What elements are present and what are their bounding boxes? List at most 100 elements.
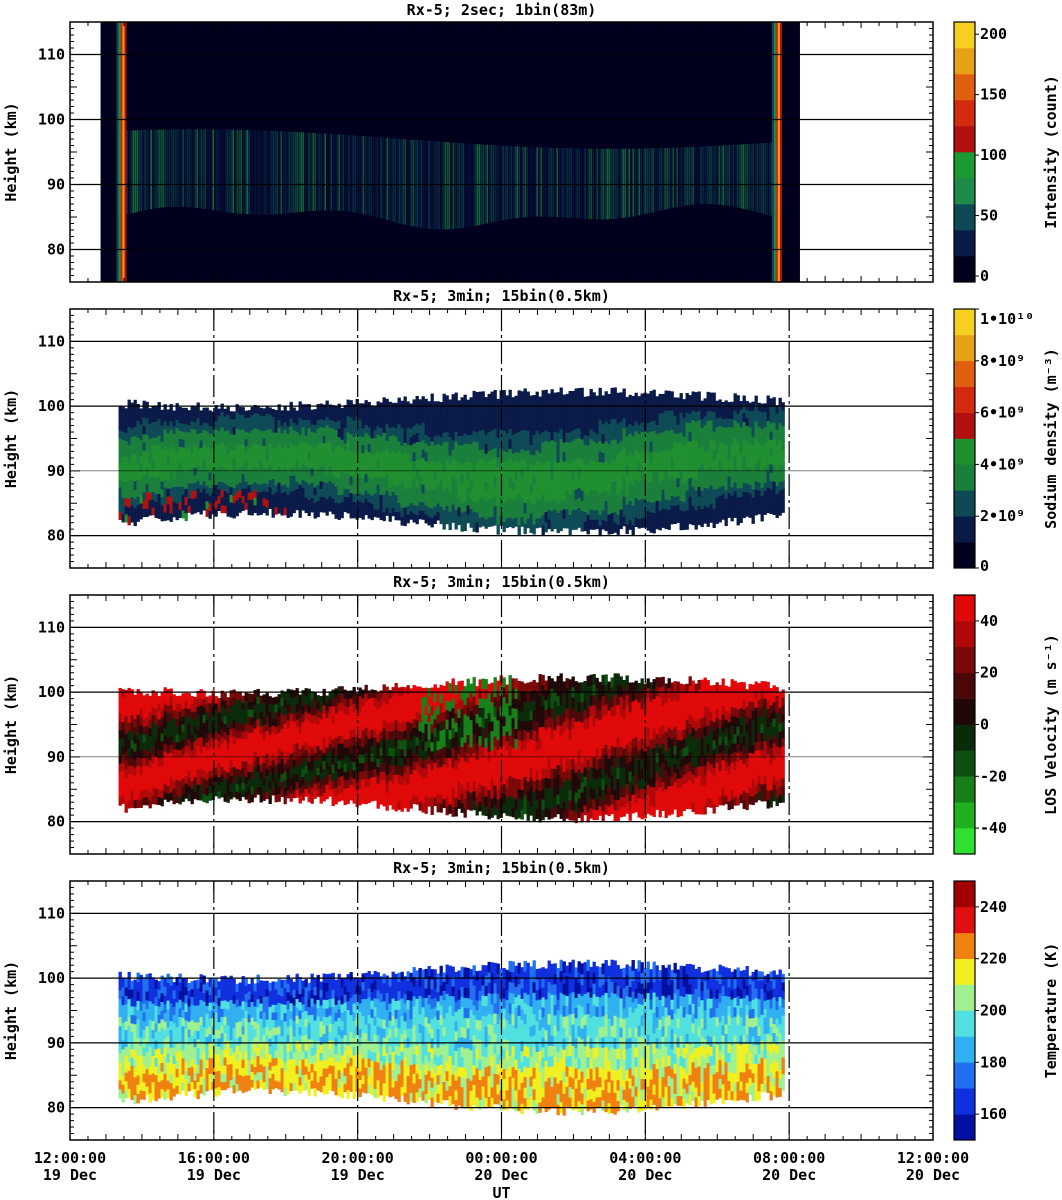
- data-cell: [154, 421, 158, 430]
- data-cell: [136, 773, 140, 783]
- data-cell: [502, 430, 506, 441]
- intensity-column: [672, 147, 674, 208]
- data-cell: [325, 717, 329, 726]
- intensity-column: [268, 130, 270, 215]
- data-cell: [631, 485, 635, 496]
- data-cell: [460, 454, 464, 465]
- data-cell: [139, 479, 143, 488]
- intensity-column: [286, 131, 288, 214]
- data-cell: [211, 690, 215, 699]
- data-cell: [187, 490, 191, 499]
- data-cell: [301, 698, 305, 707]
- data-cell: [310, 779, 314, 788]
- data-cell: [283, 723, 287, 732]
- data-cell: [364, 424, 368, 434]
- data-cell: [424, 505, 428, 515]
- data-cell: [700, 409, 704, 419]
- data-cell: [145, 459, 149, 468]
- data-cell: [514, 395, 518, 406]
- data-cell: [250, 453, 254, 462]
- data-cell: [238, 730, 242, 739]
- data-cell: [193, 747, 197, 756]
- data-cell: [466, 487, 470, 497]
- data-cell: [484, 406, 488, 417]
- data-cell: [271, 463, 275, 472]
- data-cell: [517, 524, 521, 536]
- data-cell: [454, 499, 458, 510]
- data-cell: [691, 410, 695, 421]
- data-cell: [301, 419, 305, 428]
- intensity-column: [342, 134, 344, 212]
- data-cell: [166, 480, 170, 489]
- data-cell: [454, 402, 458, 413]
- data-cell: [118, 755, 122, 764]
- data-cell: [382, 432, 386, 442]
- data-cell: [502, 390, 506, 401]
- data-cell: [469, 499, 473, 510]
- data-cell: [682, 445, 686, 456]
- data-cell: [289, 713, 293, 722]
- data-cell: [289, 500, 293, 509]
- data-cell: [304, 419, 308, 428]
- data-cell: [607, 393, 611, 405]
- data-cell: [667, 509, 671, 520]
- data-cell: [769, 456, 773, 465]
- data-cell: [724, 463, 728, 473]
- data-cell: [310, 497, 314, 506]
- data-cell: [172, 501, 176, 510]
- data-cell: [364, 482, 368, 491]
- data-cell: [181, 731, 185, 740]
- data-cell: [769, 489, 773, 498]
- data-cell: [280, 485, 284, 494]
- data-cell: [418, 416, 422, 426]
- data-cell: [169, 496, 173, 506]
- data-cell: [481, 439, 485, 450]
- data-cell: [484, 453, 488, 464]
- data-cell: [265, 707, 269, 716]
- data-cell: [724, 498, 728, 509]
- data-cell: [559, 397, 563, 409]
- data-cell: [610, 439, 614, 451]
- data-cell: [553, 421, 557, 432]
- data-cell: [697, 410, 701, 421]
- intensity-column: [204, 129, 206, 209]
- data-cell: [193, 467, 197, 476]
- data-cell: [211, 411, 215, 420]
- data-cell: [124, 489, 128, 499]
- data-cell: [406, 427, 410, 437]
- data-cell: [151, 747, 155, 756]
- data-cell: [133, 783, 137, 793]
- data-cell: [559, 387, 563, 399]
- data-cell: [448, 473, 452, 484]
- data-cell: [451, 440, 455, 450]
- data-cell: [541, 442, 545, 453]
- data-cell: [289, 745, 293, 754]
- data-cell: [349, 492, 353, 502]
- data-cell: [223, 747, 227, 756]
- data-cell: [364, 506, 368, 516]
- data-cell: [547, 509, 551, 520]
- data-cell: [259, 468, 263, 477]
- data-cell: [463, 433, 467, 444]
- data-cell: [283, 429, 287, 438]
- data-cell: [160, 481, 164, 490]
- data-cell: [541, 390, 545, 401]
- data-cell: [541, 431, 545, 443]
- data-cell: [316, 420, 320, 429]
- data-cell: [781, 488, 785, 498]
- data-cell: [664, 518, 668, 530]
- data-cell: [508, 448, 512, 459]
- data-cell: [592, 441, 596, 452]
- data-cell: [439, 436, 443, 446]
- intensity-column: [402, 138, 404, 225]
- data-cell: [667, 470, 671, 481]
- data-cell: [142, 500, 146, 509]
- data-cell: [301, 464, 305, 473]
- data-cell: [652, 492, 656, 503]
- data-cell: [409, 411, 413, 421]
- data-cell: [523, 471, 527, 483]
- data-cell: [172, 456, 176, 465]
- data-cell: [199, 776, 203, 785]
- data-cell: [601, 471, 605, 482]
- data-cell: [595, 433, 599, 444]
